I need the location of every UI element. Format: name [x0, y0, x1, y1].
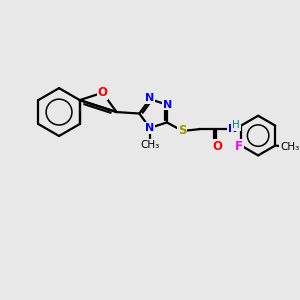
Text: N: N: [227, 124, 237, 134]
Text: N: N: [145, 123, 154, 133]
Text: O: O: [98, 86, 107, 99]
Text: N: N: [145, 93, 154, 103]
Text: S: S: [178, 124, 186, 137]
Text: H: H: [232, 120, 240, 130]
Text: F: F: [235, 140, 243, 153]
Text: O: O: [212, 140, 222, 153]
Text: CH₃: CH₃: [140, 140, 160, 150]
Text: N: N: [163, 100, 172, 110]
Text: CH₃: CH₃: [280, 142, 299, 152]
